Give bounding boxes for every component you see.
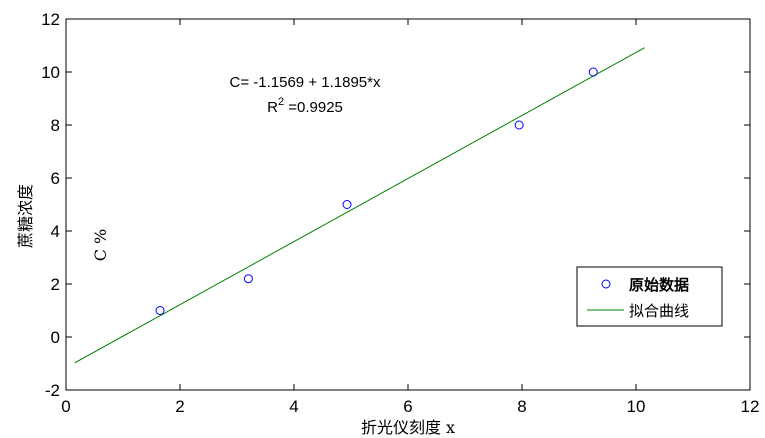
x-tick-label: 6 xyxy=(403,397,412,416)
legend: 原始数据 拟合曲线 xyxy=(576,266,723,327)
legend-label-data: 原始数据 xyxy=(629,276,689,294)
y-tick-label: 10 xyxy=(41,63,60,82)
x-tick-label: 10 xyxy=(627,397,646,416)
y-tick-label: 2 xyxy=(51,275,60,294)
r-squared-label: R xyxy=(267,99,278,116)
legend-label-fit: 拟合曲线 xyxy=(629,302,689,320)
y-tick-label: 4 xyxy=(51,222,60,241)
x-tick-label: 2 xyxy=(175,397,184,416)
data-point xyxy=(243,274,253,284)
x-tick-label: 4 xyxy=(289,397,298,416)
data-point xyxy=(342,200,352,209)
y-tick-label: 12 xyxy=(41,10,60,29)
y-axis-unit-label: C % xyxy=(91,229,110,262)
data-point xyxy=(588,67,598,77)
y-tick-label: 0 xyxy=(51,328,60,347)
r-squared: R2 =0.9925 xyxy=(267,96,343,116)
plot-frame xyxy=(65,18,751,391)
legend-box xyxy=(576,266,723,327)
r-squared-exponent: 2 xyxy=(278,96,284,108)
fit-equation: C= -1.1569 + 1.1895*x xyxy=(230,74,381,91)
legend-marker-circle-icon xyxy=(601,279,611,289)
x-tick-label: 0 xyxy=(61,397,70,416)
y-tick-label: 8 xyxy=(51,116,60,135)
x-tick-label: 8 xyxy=(517,397,526,416)
x-axis-label: 折光仪刻度 x xyxy=(361,418,455,437)
data-point xyxy=(155,306,165,315)
fit-line xyxy=(74,47,645,364)
y-axis-label: 蔗糖浓度 xyxy=(16,184,35,248)
data-point xyxy=(514,120,524,130)
y-tick-label: -2 xyxy=(45,381,60,400)
y-tick-label: 6 xyxy=(51,169,60,188)
r-squared-value: =0.9925 xyxy=(284,99,343,116)
x-tick-label: 12 xyxy=(741,397,760,416)
